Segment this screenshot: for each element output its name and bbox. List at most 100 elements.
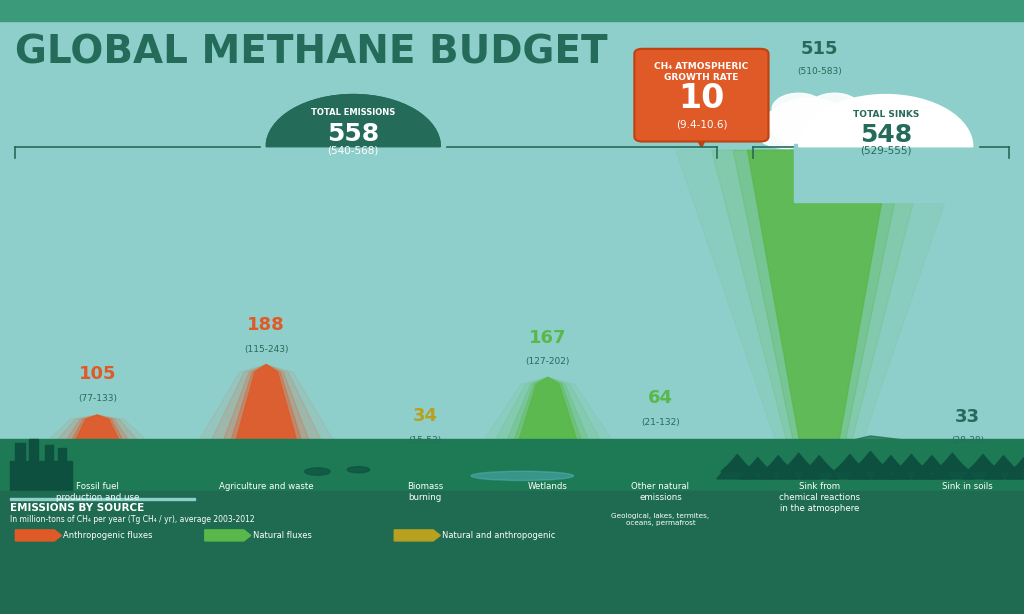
Text: 34: 34 bbox=[413, 407, 437, 425]
Polygon shape bbox=[759, 456, 798, 479]
Bar bbox=[261, 144, 445, 202]
Bar bbox=[10, 460, 72, 491]
Polygon shape bbox=[7, 415, 187, 479]
Polygon shape bbox=[40, 415, 155, 479]
Text: (540-568): (540-568) bbox=[328, 146, 379, 156]
Polygon shape bbox=[967, 457, 999, 472]
Text: (28-38): (28-38) bbox=[951, 436, 984, 445]
Polygon shape bbox=[848, 451, 893, 479]
Polygon shape bbox=[1010, 459, 1024, 473]
Text: Fossil fuel
production and use: Fossil fuel production and use bbox=[55, 482, 139, 502]
Text: 167: 167 bbox=[529, 328, 566, 346]
Polygon shape bbox=[389, 458, 461, 479]
Polygon shape bbox=[891, 454, 932, 479]
Polygon shape bbox=[781, 456, 816, 471]
Polygon shape bbox=[721, 457, 754, 472]
Bar bbox=[29, 439, 38, 467]
Text: Other natural
emissions: Other natural emissions bbox=[632, 482, 689, 502]
Text: 10: 10 bbox=[678, 82, 725, 115]
Text: Anthropogenic fluxes: Anthropogenic fluxes bbox=[63, 531, 153, 540]
Polygon shape bbox=[399, 458, 451, 479]
Text: (21-132): (21-132) bbox=[641, 418, 680, 427]
Polygon shape bbox=[176, 365, 356, 479]
Polygon shape bbox=[193, 365, 340, 479]
Polygon shape bbox=[932, 459, 1004, 479]
Polygon shape bbox=[748, 150, 891, 485]
Text: Geological, lakes, termites,
oceans, permafrost: Geological, lakes, termites, oceans, per… bbox=[611, 513, 710, 526]
Polygon shape bbox=[763, 458, 794, 472]
Polygon shape bbox=[876, 458, 906, 472]
Text: Sink from
chemical reactions
in the atmosphere: Sink from chemical reactions in the atmo… bbox=[778, 482, 860, 513]
Text: TOTAL EMISSIONS: TOTAL EMISSIONS bbox=[311, 108, 395, 117]
Bar bbox=[0, 0, 1024, 21]
Text: Agriculture and waste: Agriculture and waste bbox=[219, 482, 313, 491]
Polygon shape bbox=[739, 457, 776, 479]
Polygon shape bbox=[777, 453, 820, 479]
Wedge shape bbox=[266, 95, 440, 147]
Text: (115-243): (115-243) bbox=[244, 344, 289, 354]
Polygon shape bbox=[501, 378, 595, 479]
Polygon shape bbox=[1006, 457, 1024, 479]
Polygon shape bbox=[474, 378, 622, 479]
Text: (127-202): (127-202) bbox=[525, 357, 570, 366]
Polygon shape bbox=[604, 440, 717, 479]
Polygon shape bbox=[963, 454, 1004, 479]
Text: TOTAL SINKS: TOTAL SINKS bbox=[853, 110, 919, 119]
Polygon shape bbox=[625, 440, 696, 479]
Polygon shape bbox=[895, 457, 928, 472]
Text: 558: 558 bbox=[328, 122, 379, 146]
Text: EMISSIONS BY SOURCE: EMISSIONS BY SOURCE bbox=[10, 503, 144, 513]
Circle shape bbox=[754, 109, 819, 149]
FancyArrow shape bbox=[15, 530, 61, 541]
Polygon shape bbox=[209, 365, 324, 479]
FancyArrow shape bbox=[205, 530, 251, 541]
Ellipse shape bbox=[347, 467, 370, 473]
Polygon shape bbox=[0, 454, 512, 479]
Ellipse shape bbox=[471, 472, 573, 480]
Text: CH₄ ATMOSPHERIC
GROWTH RATE: CH₄ ATMOSPHERIC GROWTH RATE bbox=[654, 62, 749, 82]
Polygon shape bbox=[395, 458, 455, 479]
Polygon shape bbox=[988, 458, 1019, 472]
Circle shape bbox=[266, 95, 440, 199]
Polygon shape bbox=[945, 459, 990, 479]
Polygon shape bbox=[50, 415, 144, 479]
Polygon shape bbox=[717, 454, 758, 479]
Polygon shape bbox=[912, 456, 951, 479]
Polygon shape bbox=[676, 150, 963, 485]
Polygon shape bbox=[951, 459, 984, 479]
Polygon shape bbox=[225, 365, 307, 479]
Text: Natural and anthropogenic: Natural and anthropogenic bbox=[442, 531, 556, 540]
Bar bbox=[0, 491, 1024, 614]
Polygon shape bbox=[24, 415, 171, 479]
Polygon shape bbox=[871, 456, 910, 479]
Polygon shape bbox=[938, 459, 997, 479]
Polygon shape bbox=[949, 459, 986, 479]
Polygon shape bbox=[614, 436, 1024, 479]
Polygon shape bbox=[458, 378, 638, 479]
Polygon shape bbox=[743, 459, 772, 473]
Text: GLOBAL METHANE BUDGET: GLOBAL METHANE BUDGET bbox=[15, 34, 608, 72]
Polygon shape bbox=[931, 453, 974, 479]
Bar bbox=[10, 498, 195, 500]
Text: 33: 33 bbox=[955, 408, 980, 426]
Bar bbox=[0, 476, 1024, 491]
Bar bbox=[15, 443, 25, 467]
Text: 188: 188 bbox=[248, 316, 285, 334]
Text: Sink in soils: Sink in soils bbox=[942, 482, 993, 491]
Polygon shape bbox=[369, 458, 481, 479]
Text: 548: 548 bbox=[860, 123, 911, 147]
FancyArrow shape bbox=[394, 530, 440, 541]
Polygon shape bbox=[56, 415, 138, 479]
Polygon shape bbox=[829, 454, 870, 479]
Polygon shape bbox=[635, 440, 686, 479]
Text: (15-53): (15-53) bbox=[409, 435, 441, 445]
Polygon shape bbox=[507, 378, 589, 479]
Text: Wetlands: Wetlands bbox=[528, 482, 567, 491]
Polygon shape bbox=[935, 456, 970, 471]
Text: (510-583): (510-583) bbox=[797, 68, 842, 76]
Text: 64: 64 bbox=[648, 389, 673, 407]
Polygon shape bbox=[379, 458, 471, 479]
Polygon shape bbox=[631, 440, 690, 479]
Polygon shape bbox=[916, 458, 947, 472]
Polygon shape bbox=[733, 150, 905, 485]
